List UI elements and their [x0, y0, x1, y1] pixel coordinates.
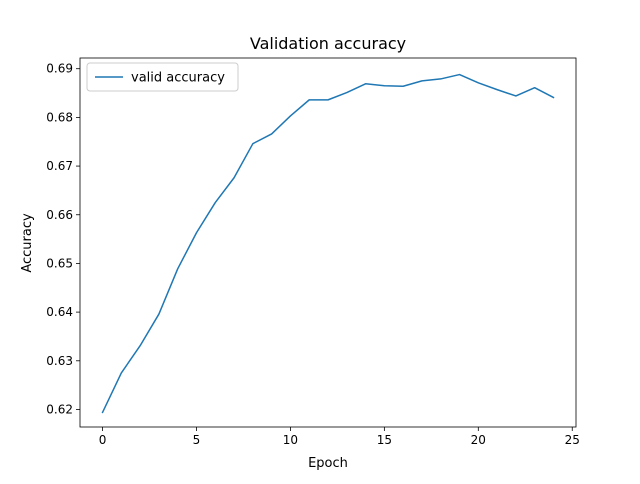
y-tick-label-0.64: 0.64	[46, 305, 73, 319]
axes-frame	[79, 57, 577, 428]
y-tick-label-0.66: 0.66	[46, 208, 73, 222]
y-tick-label-0.67: 0.67	[46, 159, 73, 173]
y-tick-label-0.69: 0.69	[46, 62, 73, 76]
y-axis-ticks: 0.62 0.63 0.64 0.65 0.66 0.67 0.68 0.69	[46, 62, 80, 416]
series-line-valid-accuracy	[101, 73, 555, 414]
legend-label-valid-accuracy: valid accuracy	[131, 71, 225, 86]
y-tick-label-0.63: 0.63	[46, 354, 73, 368]
x-tick-label-0: 0	[99, 433, 107, 447]
plot-area	[80, 58, 576, 427]
y-tick-label-0.68: 0.68	[46, 110, 73, 124]
legend: valid accuracy	[86, 62, 239, 92]
chart-title: Validation accuracy	[250, 34, 406, 53]
x-tick-label-10: 10	[283, 433, 298, 447]
x-tick-label-5: 5	[193, 433, 201, 447]
legend-box	[86, 62, 239, 92]
plot-background	[80, 58, 576, 427]
y-tick-label-0.62: 0.62	[46, 402, 73, 416]
x-tick-label-15: 15	[377, 433, 392, 447]
x-axis-label: Epoch	[308, 456, 348, 471]
x-tick-label-25: 25	[565, 433, 580, 447]
y-tick-label-0.65: 0.65	[46, 256, 73, 270]
series-layer	[101, 73, 555, 414]
x-tick-label-20: 20	[471, 433, 486, 447]
y-axis-label: Accuracy	[20, 213, 35, 273]
x-axis-ticks: 0 5 10 15 20 25	[99, 427, 580, 447]
